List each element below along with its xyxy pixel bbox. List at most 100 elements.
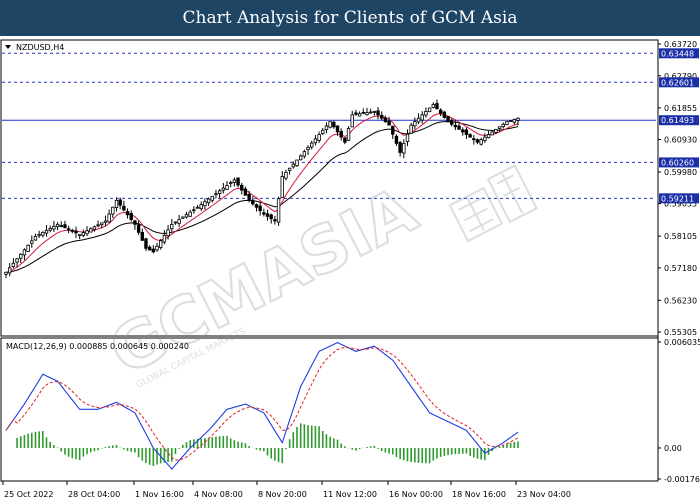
candles bbox=[4, 99, 520, 279]
price-tick-label: 0.58105 bbox=[664, 232, 697, 241]
page-title: Chart Analysis for Clients of GCM Asia bbox=[182, 8, 518, 28]
candle-body bbox=[155, 245, 159, 251]
candle-body bbox=[258, 205, 262, 212]
candle-body bbox=[44, 229, 49, 234]
candle-body bbox=[497, 126, 502, 129]
candle-body bbox=[221, 187, 226, 191]
candle-body bbox=[159, 240, 163, 248]
candle-body bbox=[472, 138, 476, 141]
candle-body bbox=[232, 179, 237, 183]
candle-body bbox=[446, 116, 450, 123]
time-axis: 25 Oct 2022 28 Oct 04:00 1 Nov 16:00 4 Nov … bbox=[2, 481, 571, 499]
time-tick-label: 18 Nov 16:00 bbox=[452, 490, 506, 499]
candle-body bbox=[321, 129, 325, 135]
candle-body bbox=[262, 212, 266, 215]
macd-tick-label: 0.006035 bbox=[664, 338, 700, 347]
time-tick-label: 23 Nov 04:00 bbox=[517, 490, 571, 499]
price-axis: 0.63720 0.62790 0.61855 0.60930 0.59980 0.590… bbox=[657, 40, 697, 481]
candle-body bbox=[96, 224, 100, 227]
candle-body bbox=[284, 171, 288, 179]
candle-body bbox=[48, 227, 52, 231]
candle-body bbox=[100, 222, 104, 226]
candle-body bbox=[19, 253, 23, 259]
level-tag-text: 0.62601 bbox=[661, 78, 694, 87]
candle-body bbox=[512, 119, 517, 123]
candle-body bbox=[118, 199, 122, 206]
candle-body bbox=[332, 121, 336, 128]
candle-body bbox=[354, 112, 358, 115]
chevron-down-icon bbox=[5, 45, 11, 49]
candle-body bbox=[103, 220, 108, 223]
candle-body bbox=[376, 110, 380, 116]
price-tick-label: 0.60930 bbox=[664, 135, 697, 144]
candle-body bbox=[63, 224, 67, 229]
candle-body bbox=[416, 117, 421, 123]
candle-body bbox=[368, 111, 373, 114]
candle-body bbox=[192, 209, 196, 212]
price-tick-label: 0.56230 bbox=[664, 296, 697, 305]
candle-body bbox=[310, 142, 314, 148]
candle-body bbox=[240, 184, 244, 191]
candle-body bbox=[162, 234, 167, 243]
candle-body bbox=[457, 125, 461, 130]
candle-body bbox=[424, 111, 428, 116]
candle-body bbox=[151, 248, 156, 253]
chart-area[interactable]: GCMASIA GLOBAL CAPITAL MARKETS 0.637200.… bbox=[0, 36, 700, 500]
candle-body bbox=[265, 213, 270, 217]
symbol-label: NZDUSD,H4 bbox=[5, 43, 64, 52]
level-tag-text: 0.60260 bbox=[661, 158, 694, 167]
candle-body bbox=[287, 167, 292, 171]
candle-body bbox=[243, 188, 248, 196]
candle-body bbox=[254, 204, 259, 208]
candle-body bbox=[361, 111, 365, 114]
candle-body bbox=[420, 114, 424, 121]
candle-body bbox=[508, 120, 513, 122]
candle-body bbox=[273, 219, 277, 222]
candle-body bbox=[136, 224, 141, 233]
candle-body bbox=[306, 146, 310, 151]
macd-main-line bbox=[5, 341, 519, 470]
candle-body bbox=[435, 103, 439, 110]
time-tick-label: 11 Nov 12:00 bbox=[323, 490, 377, 499]
candle-body bbox=[170, 223, 174, 230]
candle-body bbox=[413, 121, 417, 127]
candle-body bbox=[298, 155, 303, 161]
candle-body bbox=[490, 131, 494, 136]
level-tag bbox=[659, 157, 699, 168]
macd-tick-label: -0.001768 bbox=[664, 475, 700, 484]
candle-body bbox=[166, 229, 170, 237]
candle-body bbox=[295, 159, 299, 167]
price-tick-label: 0.59980 bbox=[664, 168, 697, 177]
candle-body bbox=[438, 109, 443, 114]
candle-body bbox=[22, 249, 27, 256]
time-tick-label: 4 Nov 08:00 bbox=[194, 490, 243, 499]
candle-body bbox=[37, 233, 41, 236]
candle-body bbox=[317, 134, 321, 141]
candle-body bbox=[81, 232, 86, 236]
candle-body bbox=[427, 107, 432, 113]
candle-body bbox=[15, 258, 19, 263]
candle-body bbox=[11, 262, 16, 267]
candle-body bbox=[89, 228, 93, 233]
candle-body bbox=[442, 111, 447, 118]
candle-body bbox=[302, 151, 307, 157]
candle-body bbox=[177, 219, 181, 224]
candle-body bbox=[501, 123, 505, 128]
candle-body bbox=[365, 112, 369, 116]
candle-body bbox=[147, 246, 152, 251]
candle-body bbox=[357, 113, 362, 117]
candle-body bbox=[391, 125, 395, 135]
candle-body bbox=[107, 213, 111, 223]
candle-body bbox=[70, 229, 75, 232]
candle-body bbox=[74, 230, 78, 234]
symbol-text: NZDUSD,H4 bbox=[16, 43, 64, 52]
candle-body bbox=[122, 205, 126, 211]
candle-body bbox=[33, 235, 38, 241]
level-tag-text: 0.61493 bbox=[661, 116, 694, 125]
candle-body bbox=[350, 114, 354, 128]
level-tag bbox=[659, 77, 699, 88]
level-tag-text: 0.59211 bbox=[661, 194, 694, 203]
candle-body bbox=[291, 163, 296, 168]
watermark-logo bbox=[448, 164, 538, 243]
candle-body bbox=[383, 117, 388, 123]
